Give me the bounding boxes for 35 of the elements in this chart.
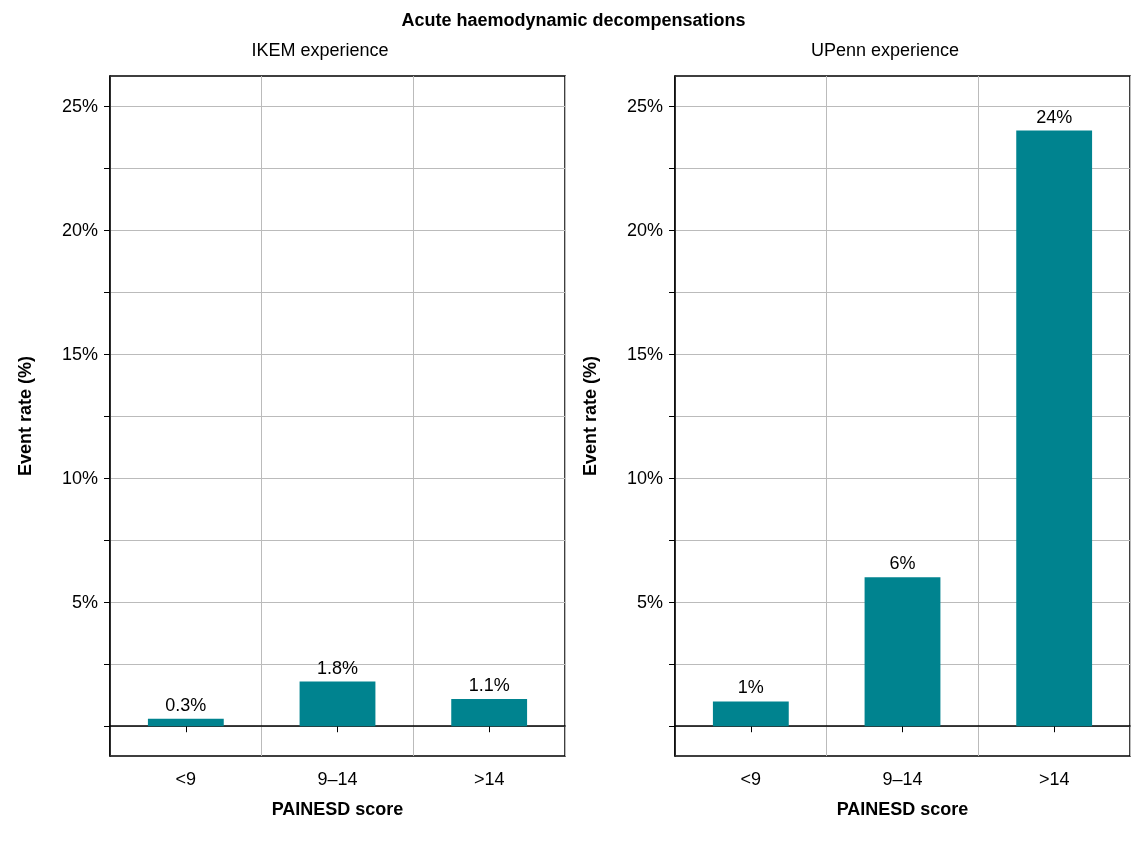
- data-label: 1.1%: [468, 674, 510, 695]
- bar: [299, 681, 376, 727]
- bar: [712, 701, 789, 727]
- x-axis-title: PAINESD score: [836, 799, 969, 819]
- y-tick-label: 5%: [636, 592, 663, 613]
- y-axis-title: Event rate (%): [580, 355, 600, 477]
- x-tick-label: <9: [175, 769, 197, 789]
- data-label: 0.3%: [165, 694, 207, 715]
- bar: [1016, 130, 1093, 727]
- chart-subtitle: UPenn experience: [810, 40, 960, 60]
- x-tick-label: >14: [1038, 769, 1070, 789]
- y-tick-label: 15%: [61, 343, 98, 364]
- data-label: 1.8%: [316, 657, 359, 678]
- y-tick-label: 20%: [61, 219, 98, 240]
- x-axis-title: PAINESD score: [271, 799, 404, 819]
- x-tick-label: 9–14: [882, 769, 923, 789]
- x-tick-label: <9: [740, 769, 762, 789]
- data-label: 6%: [889, 553, 916, 574]
- bar: [864, 577, 941, 727]
- chart-subtitle: IKEM experience: [251, 40, 389, 60]
- chart-title: Acute haemodynamic decompensations: [400, 9, 747, 32]
- y-tick-label: 25%: [61, 95, 98, 116]
- data-label: 1%: [737, 677, 764, 698]
- data-label: 24%: [1036, 106, 1073, 127]
- y-tick-label: 15%: [626, 343, 663, 364]
- bar: [451, 698, 528, 727]
- x-tick-label: 9–14: [317, 769, 358, 789]
- y-axis-title: Event rate (%): [15, 355, 35, 477]
- y-tick-label: 20%: [626, 219, 663, 240]
- y-tick-label: 10%: [626, 468, 663, 489]
- x-tick-label: >14: [473, 769, 505, 789]
- y-tick-label: 25%: [626, 95, 663, 116]
- y-tick-label: 5%: [71, 592, 98, 613]
- y-tick-label: 10%: [61, 468, 98, 489]
- bar: [147, 718, 224, 727]
